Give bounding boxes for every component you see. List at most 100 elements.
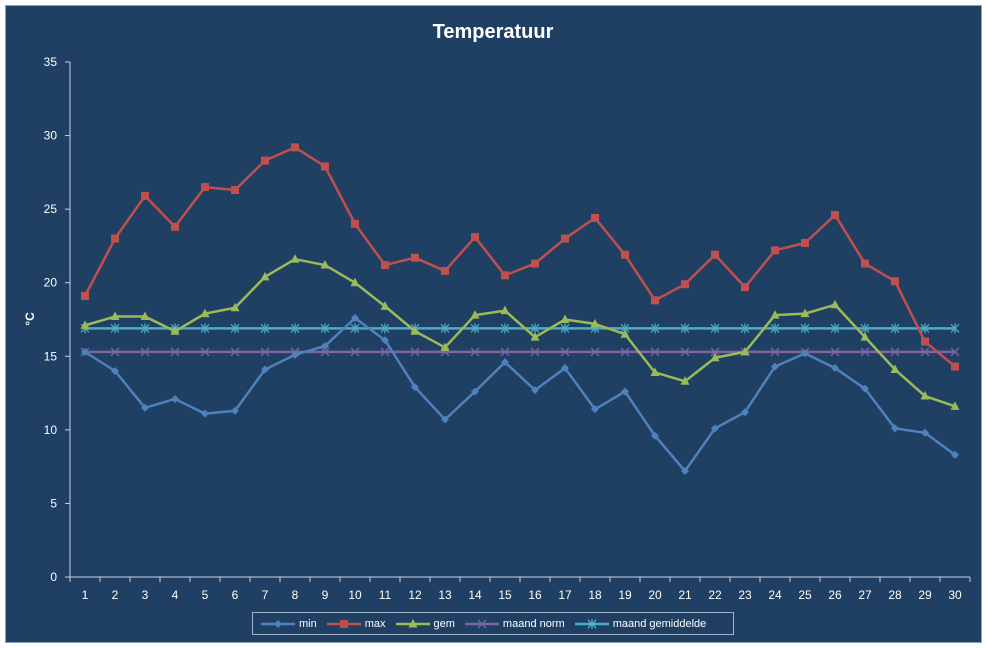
data-point-maand-norm [860,347,870,357]
data-point-gem [260,271,270,281]
data-point-gem [920,391,930,400]
x-tick-labels: 1 2 3 4 5 6 7 8 9 10 11 12 13 14 15 16 17 18 19 20 21 22 23 24 2… [82,588,962,602]
data-point-max [621,250,629,259]
data-point-maand-norm [650,347,660,357]
data-point-maand-gemiddelde [650,323,660,334]
data-point-maand-gemiddelde [350,323,360,334]
data-point-min [591,405,599,414]
data-point-gem [770,310,780,319]
data-point-max [951,362,959,371]
data-point-maand-gemiddelde [920,323,930,334]
legend-item-maand-gemiddelde: maand gemiddelde [574,617,706,631]
data-point-maand-norm [170,347,180,357]
legend-swatch-marker [587,618,597,629]
data-point-maand-norm [500,347,510,357]
data-point-gem [620,329,630,338]
data-point-max [201,183,209,192]
data-point-min [351,314,359,323]
series-line-max [83,146,956,368]
data-point-maand-norm [230,347,240,357]
series-line-gem [84,257,956,408]
data-point-maand-gemiddelde [500,323,510,334]
data-point-min [891,424,899,433]
y-tick-label: 10 [44,423,58,437]
x-tick-label: 11 [379,588,392,602]
data-point-maand-gemiddelde [110,323,120,334]
x-tick-label: 15 [498,588,512,602]
series-layer [80,143,960,476]
y-tick-label: 35 [44,55,58,69]
data-point-gem [140,311,150,321]
data-point-gem [500,305,510,315]
data-point-max [411,253,419,262]
data-point-min [471,387,479,396]
y-tick-label: 5 [50,496,57,510]
data-point-min [201,409,209,418]
data-point-maand-gemiddelde [140,323,150,334]
y-tick-label: 25 [44,202,58,216]
data-point-max [741,283,749,292]
x-tick-label: 20 [648,588,662,602]
data-point-max [591,213,599,222]
data-point-min [621,387,629,396]
legend-swatch-maand-gemiddelde [574,618,609,629]
x-tick-label: 9 [322,588,329,602]
x-tick-label: 16 [528,588,542,602]
data-point-gem [560,314,570,323]
data-point-maand-norm [110,347,120,357]
data-point-max [171,222,179,231]
data-point-min [801,349,809,358]
data-point-min [291,350,299,359]
data-point-min [81,347,89,356]
y-tick-label: 20 [44,276,58,290]
x-tick-label: 4 [172,588,179,602]
x-tick-label: 17 [558,588,572,602]
data-point-maand-gemiddelde [770,323,780,334]
series-max [81,143,959,371]
data-point-min [231,406,239,415]
data-point-max [921,337,929,346]
x-tick-label: 22 [708,588,722,602]
data-point-maand-gemiddelde [950,323,960,334]
data-point-min [321,341,329,350]
y-tick-labels: 0 5 10 15 20 25 30 35 [44,55,58,584]
legend: min max gem maand norm maand gemiddelde [252,612,734,635]
data-point-gem [680,376,690,385]
data-point-maand-norm [830,347,840,357]
data-point-maand-gemiddelde [740,323,750,334]
data-point-maand-norm [140,347,150,357]
data-point-gem [350,277,360,287]
x-tick-label: 13 [438,588,452,602]
data-point-gem [230,302,240,312]
data-point-maand-gemiddelde [680,323,690,334]
x-tick-label: 14 [468,588,482,602]
data-point-min [531,386,539,395]
x-tick-label: 10 [348,588,362,602]
x-tick-label: 7 [262,588,269,602]
data-point-min [861,384,869,393]
data-point-gem [110,311,120,321]
y-axis-label: °C [23,312,37,326]
legend-swatch-marker [408,618,418,627]
series-maand-norm [80,347,960,357]
data-point-min [411,383,419,392]
data-point-max [351,219,359,228]
series-gem [80,254,960,410]
data-point-max [861,259,869,268]
data-point-gem [290,254,300,263]
series-min [81,314,959,476]
legend-item-max: max [326,617,386,631]
data-point-gem [860,332,870,341]
data-point-min [501,358,509,367]
data-point-gem [800,308,810,318]
data-point-maand-gemiddelde [230,323,240,334]
legend-item-maand-norm: maand norm [464,617,565,631]
axes [65,61,971,582]
data-point-maand-gemiddelde [260,323,270,334]
data-point-min [381,336,389,345]
data-point-gem [320,260,330,269]
x-tick-label: 26 [828,588,842,602]
data-point-maand-gemiddelde [890,323,900,334]
x-tick-label: 29 [918,588,932,602]
data-point-min [951,450,959,459]
